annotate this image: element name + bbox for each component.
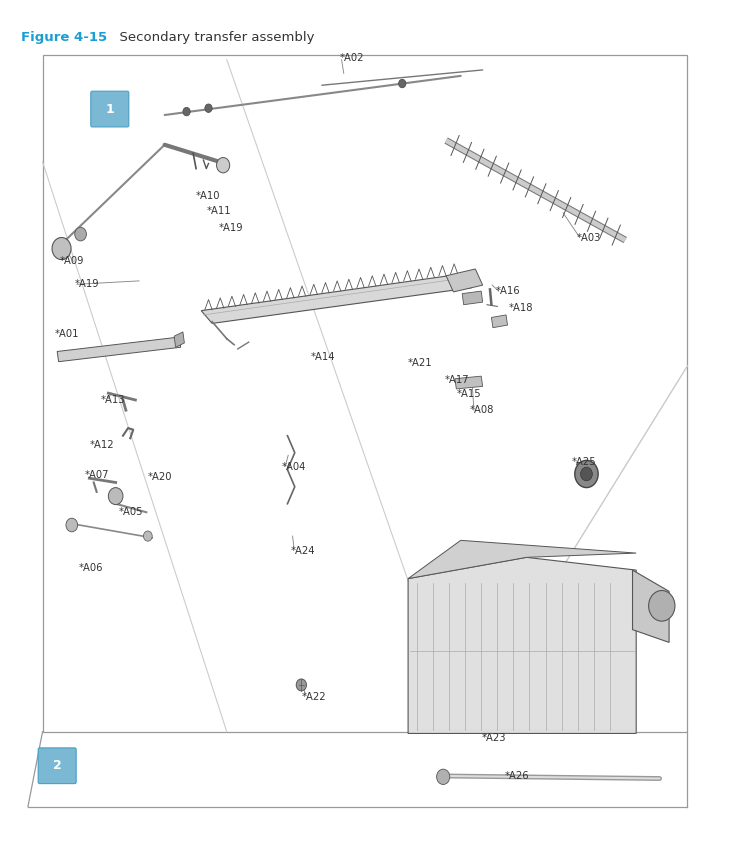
Text: *A04: *A04: [281, 462, 306, 472]
Polygon shape: [446, 269, 483, 292]
Circle shape: [398, 79, 406, 88]
Text: *A13: *A13: [101, 395, 125, 405]
Text: *A15: *A15: [457, 389, 482, 399]
Text: 1: 1: [105, 102, 114, 115]
Polygon shape: [492, 315, 507, 328]
Bar: [43, 56, 687, 732]
Circle shape: [183, 108, 190, 115]
Circle shape: [216, 158, 230, 173]
Text: *A08: *A08: [469, 405, 494, 415]
Text: *A10: *A10: [196, 191, 221, 201]
Text: *A19: *A19: [75, 279, 99, 289]
Circle shape: [205, 104, 212, 113]
Circle shape: [648, 590, 675, 621]
Circle shape: [75, 227, 87, 241]
Text: Secondary transfer assembly: Secondary transfer assembly: [111, 30, 315, 43]
Text: *A14: *A14: [311, 352, 336, 362]
Polygon shape: [408, 557, 636, 733]
Text: *A05: *A05: [119, 507, 143, 517]
Circle shape: [52, 238, 71, 260]
Text: *A20: *A20: [148, 471, 172, 482]
Polygon shape: [463, 291, 483, 305]
Circle shape: [580, 467, 592, 481]
Text: *A22: *A22: [301, 692, 326, 702]
Circle shape: [296, 679, 307, 691]
Text: *A26: *A26: [504, 771, 529, 781]
Polygon shape: [633, 570, 669, 642]
Polygon shape: [57, 337, 181, 362]
Text: *A01: *A01: [55, 329, 80, 339]
Text: 2: 2: [53, 760, 62, 773]
FancyBboxPatch shape: [38, 748, 76, 784]
Text: *A19: *A19: [219, 223, 243, 233]
Circle shape: [143, 531, 152, 541]
Text: Figure 4-15: Figure 4-15: [21, 30, 107, 43]
Text: *A17: *A17: [445, 375, 469, 385]
Text: *A02: *A02: [340, 53, 365, 63]
Text: *A23: *A23: [481, 733, 506, 743]
Text: *A18: *A18: [508, 303, 533, 313]
Text: *A24: *A24: [291, 545, 316, 556]
Circle shape: [108, 488, 123, 504]
Circle shape: [66, 518, 78, 532]
FancyBboxPatch shape: [91, 91, 129, 127]
Text: *A25: *A25: [572, 457, 597, 467]
Text: *A03: *A03: [576, 233, 601, 243]
Circle shape: [436, 769, 450, 785]
Text: *A07: *A07: [84, 470, 109, 480]
Polygon shape: [408, 540, 636, 579]
Text: *A12: *A12: [90, 440, 114, 450]
Circle shape: [574, 460, 598, 488]
Polygon shape: [174, 332, 184, 347]
Text: *A16: *A16: [496, 286, 521, 296]
Polygon shape: [201, 274, 471, 324]
Text: *A09: *A09: [60, 256, 84, 266]
Polygon shape: [455, 376, 483, 389]
Text: *A11: *A11: [207, 206, 231, 216]
Text: *A21: *A21: [408, 358, 433, 368]
Text: *A06: *A06: [79, 562, 104, 573]
